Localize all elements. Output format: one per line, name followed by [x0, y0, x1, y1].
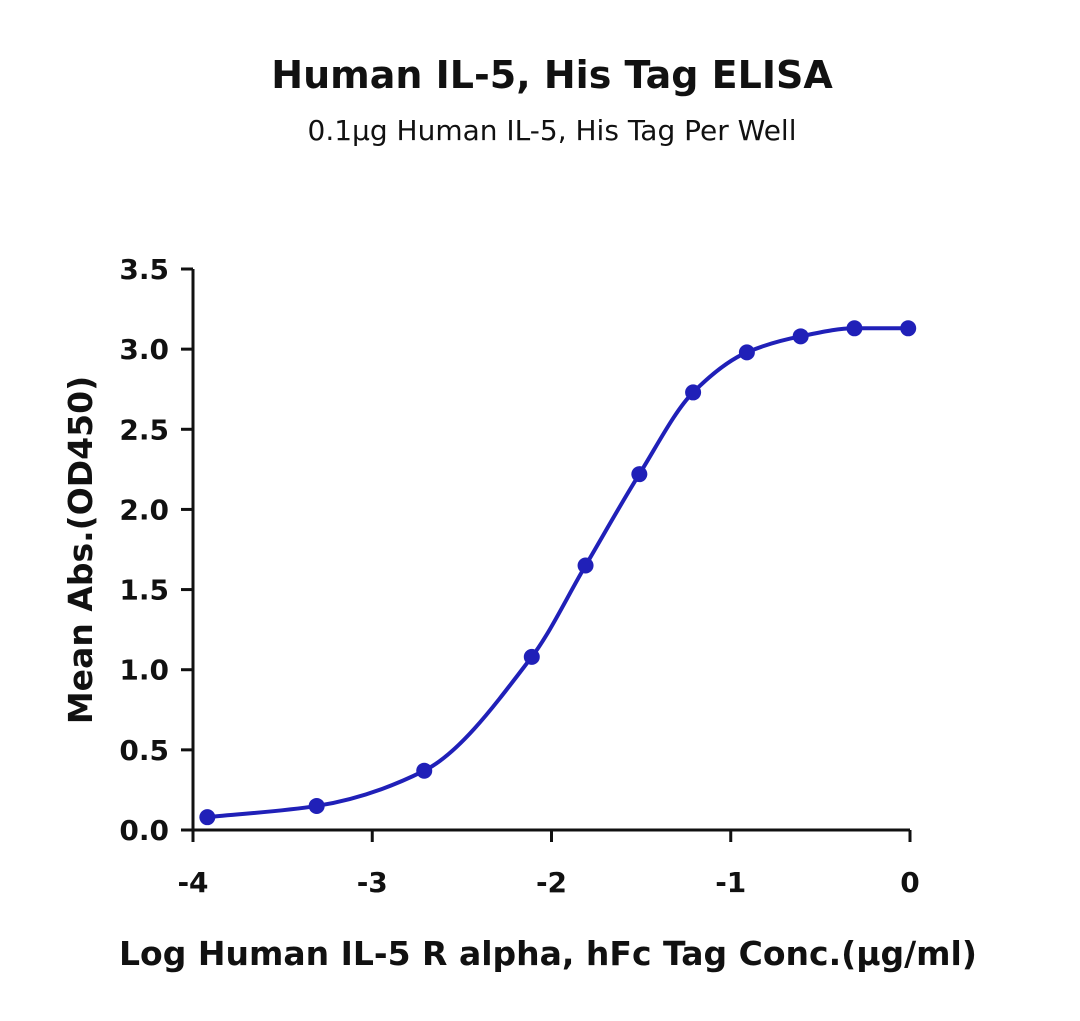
data-point	[738, 344, 755, 361]
y-tick-label: 0.0	[119, 814, 169, 847]
fit-curve	[207, 326, 909, 820]
data-point	[523, 648, 540, 665]
x-axis-title: Log Human IL-5 R alpha, hFc Tag Conc.(µg…	[119, 934, 977, 973]
data-point	[416, 762, 433, 779]
data-point	[685, 384, 702, 401]
data-point	[308, 797, 325, 814]
y-tick-label: 3.0	[119, 333, 169, 366]
data-point	[199, 809, 216, 826]
y-tick-label: 3.5	[119, 253, 169, 286]
y-tick-label: 2.0	[119, 493, 169, 526]
x-tick-label: -1	[715, 866, 746, 899]
y-tick-label: 1.5	[119, 574, 169, 607]
y-tick-label: 2.5	[119, 413, 169, 446]
data-point	[792, 328, 809, 345]
x-tick-label: -2	[536, 866, 567, 899]
y-tick-label: 1.0	[119, 654, 169, 687]
chart-title: Human IL-5, His Tag ELISA	[271, 53, 833, 97]
data-point	[577, 557, 594, 574]
chart-subtitle: 0.1µg Human IL-5, His Tag Per Well	[308, 114, 797, 147]
data-point	[900, 320, 917, 337]
x-tick-label: -3	[357, 866, 388, 899]
data-point	[631, 466, 648, 483]
y-tick-label: 0.5	[119, 734, 169, 767]
y-axis-title: Mean Abs.(OD450)	[61, 376, 100, 724]
x-tick-label: -4	[177, 866, 208, 899]
x-tick-label: 0	[900, 866, 919, 899]
data-point	[846, 320, 863, 337]
